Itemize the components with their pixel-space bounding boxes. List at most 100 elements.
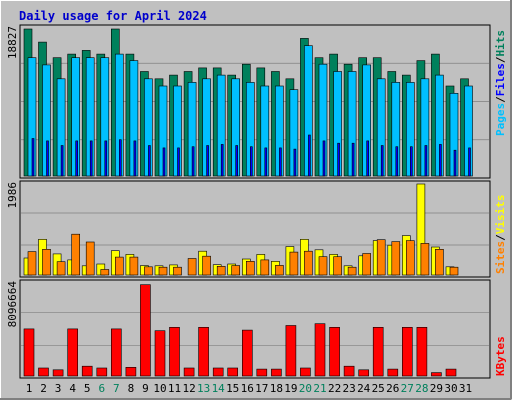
sites-bar [85,241,95,276]
kbytes-bar [285,325,297,377]
x-tick-label: 20 [299,382,312,395]
kbytes-bar [154,330,166,377]
pages-bar [177,147,180,177]
kbytes-bar [125,366,137,377]
pages-bar [220,144,224,177]
sites-bar [449,266,459,276]
x-tick-label: 28 [415,382,428,395]
pages-bar [380,145,384,177]
kbytes-bar [431,372,442,377]
kbytes-bar [23,328,35,377]
x-tick-label: 18 [270,382,283,395]
pages-bar [264,147,268,177]
sites-bar [275,265,284,276]
kbytes-bar [372,326,384,377]
sites-bar [260,259,270,276]
pages-bar [337,142,340,177]
x-tick-label: 31 [459,382,472,395]
sites-bar [202,255,211,276]
x-tick-label: 1 [26,382,33,395]
x-tick-label: 6 [98,382,105,395]
sites-bar [129,256,139,276]
pages-bar [60,145,64,177]
x-tick-label: 25 [372,382,385,395]
kbytes-bar [38,367,49,377]
x-tick-label: 4 [69,382,76,395]
legend-hits: Hits [494,30,507,57]
pages-bar [439,144,442,177]
sites-bar [27,251,37,276]
hits-legend: Pages/Files/Hits [494,30,507,136]
kbytes-bar [198,326,209,377]
legend-sites: Sites [494,241,507,274]
pages-bar [250,146,253,177]
legend-sep-2: / [494,56,507,63]
pages-bar [279,147,282,177]
kbytes-bar [343,365,355,377]
kbytes-bar [358,369,370,377]
sites-bar [100,269,110,276]
x-tick-label: 9 [142,382,149,395]
x-tick-label: 15 [226,382,239,395]
x-tick-label: 23 [342,382,355,395]
pages-bar [148,145,151,177]
kbytes-bar [212,367,224,377]
sites-bar [71,233,80,276]
sites-bar [405,240,415,276]
sites-bar [435,249,444,276]
kbytes-bar [111,328,122,377]
pages-bar [133,140,137,177]
sites-bar [158,266,168,276]
sites-bar [42,249,51,276]
kbytes-bar [96,367,108,377]
x-tick-label: 21 [313,382,326,395]
kbytes-bar [387,368,399,377]
pages-bar [322,140,326,177]
sites-bar [318,256,328,276]
sites-bar [231,265,240,276]
pages-bar [191,146,195,177]
kbytes-ymax-label: 8096664 [6,281,19,328]
x-tick-label: 14 [212,382,226,395]
legend-sep-3: / [494,234,507,241]
pages-bar [424,145,428,177]
x-tick-label: 3 [55,382,62,395]
pages-bar [235,145,238,177]
sites-bar [246,260,255,276]
x-tick-label: 11 [168,382,181,395]
sites-bar [187,258,197,276]
x-tick-label: 17 [255,382,268,395]
pages-bar [366,140,370,177]
sites-bar [289,251,299,276]
sites-bar [144,266,153,276]
pages-bar [206,145,209,177]
kbytes-bar [81,365,93,377]
pages-bar [75,140,78,177]
x-tick-label: 13 [197,382,210,395]
pages-bar [395,146,399,177]
pages-bar [104,140,108,177]
x-tick-label: 30 [444,382,457,395]
kbytes-bar [445,368,457,377]
pages-bar [119,139,122,177]
pages-bar [308,134,311,177]
legend-sep-1: / [494,96,507,103]
pages-bar [162,147,166,177]
x-tick-label: 10 [153,382,166,395]
sites-bar [115,256,124,276]
pages-bar [46,140,49,177]
kbytes-bar [169,326,180,377]
sites-bar [376,239,386,276]
sites-bar [391,241,401,276]
x-tick-label: 2 [40,382,47,395]
x-tick-label: 7 [113,382,120,395]
legend-pages: Pages [494,103,507,136]
kbytes-legend: KBytes [494,336,507,376]
pages-bar [453,149,457,177]
kbytes-bar [329,326,340,377]
legend-visits: Visits [494,195,507,235]
sites-bar [56,261,66,276]
kbytes-bar [67,328,78,377]
chart-title: Daily usage for April 2024 [19,9,207,23]
